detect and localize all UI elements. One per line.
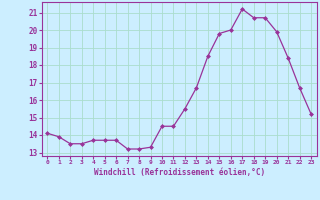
X-axis label: Windchill (Refroidissement éolien,°C): Windchill (Refroidissement éolien,°C): [94, 168, 265, 177]
